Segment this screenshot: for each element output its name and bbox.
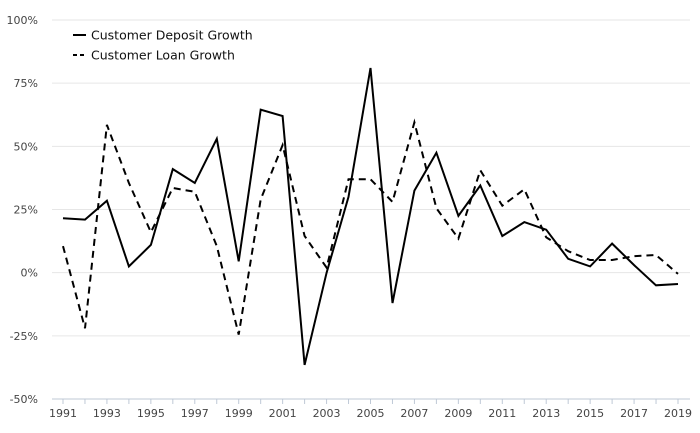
x-tick-label: 1997 [181,407,209,420]
x-tick-label: 2013 [532,407,560,420]
y-tick-label: 25% [14,204,38,217]
x-tick-label: 2009 [444,407,472,420]
x-tick-label: 2017 [620,407,648,420]
y-tick-label: 100% [7,14,38,27]
x-tick-label: 2007 [400,407,428,420]
x-tick-label: 1991 [49,407,77,420]
x-tick-label: 2011 [488,407,516,420]
x-axis: 1991 1993 1995 1997 1999 2001 2003 2005 2007 2009… [49,398,692,420]
legend-label: Customer Loan Growth [91,48,235,63]
x-tick-label: 2015 [576,407,604,420]
x-tick-label: 1993 [93,407,121,420]
x-tick-label: 1995 [137,407,165,420]
x-tick-label: 1999 [225,407,253,420]
x-tick-label: 2005 [357,407,385,420]
legend-label: Customer Deposit Growth [91,28,253,43]
x-tick-label: 2003 [313,407,341,420]
legend: Customer Deposit Growth Customer Loan Gro… [73,28,253,63]
y-tick-label: 50% [14,140,38,153]
x-tick-label: 2001 [269,407,297,420]
x-tick-label: 2019 [664,407,692,420]
y-tick-label: -25% [10,330,38,343]
series-layer [62,67,679,366]
series-line-deposit-growth [62,67,679,366]
y-tick-label: 75% [14,77,38,90]
grid-lines [52,19,690,337]
y-tick-label: 0% [21,267,38,280]
y-axis-tick-labels: -50% -25% 0% 25% 50% 75% 100% [7,14,38,406]
y-tick-label: -50% [10,393,38,406]
series-line-loan-growth [62,118,679,335]
